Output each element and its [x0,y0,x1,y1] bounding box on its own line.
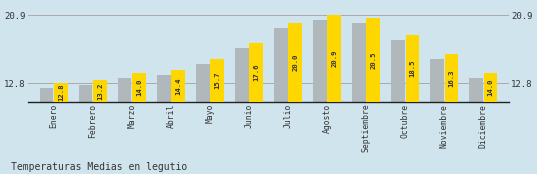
Bar [249,43,263,102]
Text: 16.3: 16.3 [448,69,454,87]
Bar [54,83,68,102]
Text: Temperaturas Medias en legutio: Temperaturas Medias en legutio [11,162,187,172]
Bar [288,23,302,102]
Bar [445,54,458,102]
Bar [274,28,288,102]
Bar [391,40,405,102]
Text: 14.0: 14.0 [136,79,142,96]
Bar [313,20,326,102]
Bar [405,35,419,102]
Text: 15.7: 15.7 [214,72,220,89]
Text: 13.2: 13.2 [97,82,103,100]
Bar [171,70,185,102]
Text: 14.4: 14.4 [175,77,181,95]
Bar [484,73,497,102]
Bar [93,80,107,102]
Text: 17.6: 17.6 [253,64,259,81]
Bar [79,85,92,102]
Text: 18.5: 18.5 [409,60,415,77]
Bar [235,48,249,102]
Bar [118,78,132,102]
Text: 20.9: 20.9 [331,50,337,68]
Bar [469,78,483,102]
Text: 14.0: 14.0 [488,79,494,96]
Bar [366,18,380,102]
Text: 20.5: 20.5 [371,52,376,69]
Bar [40,88,53,102]
Bar [132,73,146,102]
Bar [328,15,341,102]
Bar [211,59,224,102]
Bar [352,23,366,102]
Bar [157,75,171,102]
Bar [196,64,209,102]
Bar [430,59,444,102]
Text: 12.8: 12.8 [58,84,64,101]
Text: 20.0: 20.0 [292,54,298,71]
